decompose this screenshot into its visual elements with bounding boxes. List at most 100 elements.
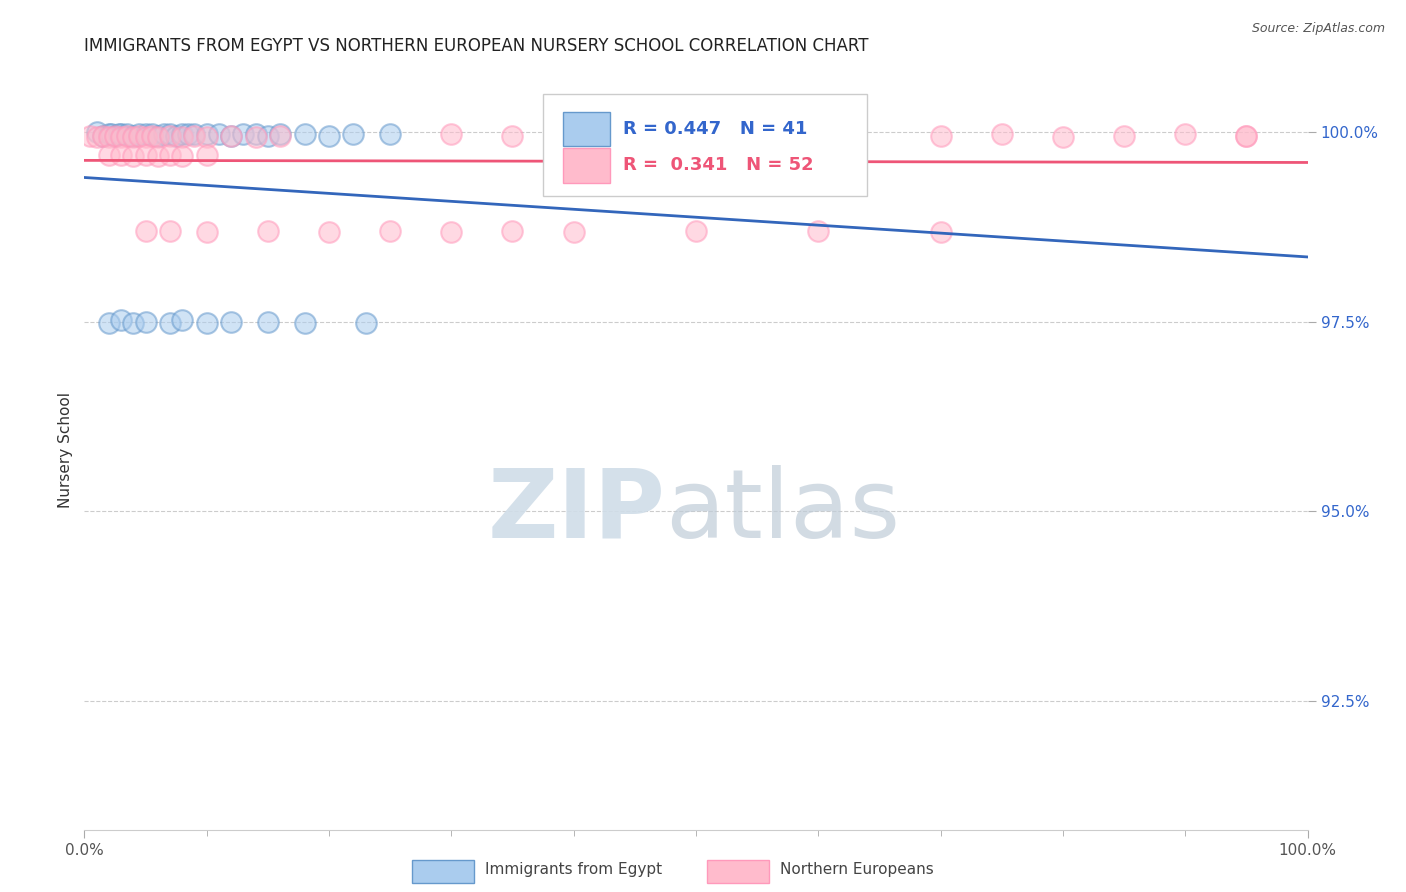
FancyBboxPatch shape (562, 112, 610, 146)
Point (502, 128, 524, 143)
Point (269, 128, 291, 142)
Point (195, 225, 218, 239)
Point (135, 128, 157, 142)
Point (929, 225, 952, 239)
Point (219, 315, 242, 329)
Point (122, 149, 145, 163)
Point (177, 127, 200, 141)
Point (128, 127, 150, 141)
Point (380, 127, 402, 141)
Point (502, 224, 524, 238)
Point (172, 149, 194, 163)
Point (110, 148, 132, 162)
Point (97, 127, 120, 141)
Point (97, 316, 120, 330)
Point (91, 128, 114, 143)
Point (624, 127, 647, 141)
Point (97, 148, 120, 162)
FancyBboxPatch shape (562, 148, 610, 183)
Point (159, 148, 181, 162)
Point (294, 127, 316, 141)
Point (195, 316, 218, 330)
Point (146, 130, 169, 145)
Point (342, 128, 364, 142)
Point (929, 128, 952, 143)
Point (440, 127, 463, 141)
Point (146, 128, 169, 143)
Point (110, 128, 132, 142)
Point (100, 128, 122, 142)
Point (257, 128, 280, 143)
FancyBboxPatch shape (543, 95, 868, 196)
Point (135, 130, 157, 145)
Point (807, 224, 830, 238)
Point (195, 130, 218, 145)
Point (172, 313, 194, 327)
Point (141, 128, 163, 143)
Point (1114, 128, 1136, 143)
Text: IMMIGRANTS FROM EGYPT VS NORTHERN EUROPEAN NURSERY SCHOOL CORRELATION CHART: IMMIGRANTS FROM EGYPT VS NORTHERN EUROPE… (84, 37, 869, 54)
Point (354, 316, 377, 330)
Point (562, 225, 585, 239)
Point (1236, 128, 1258, 143)
Text: Northern Europeans: Northern Europeans (780, 863, 934, 877)
Point (86, 130, 108, 145)
Point (135, 148, 157, 162)
Point (115, 127, 138, 141)
Point (245, 128, 267, 142)
Point (153, 128, 176, 142)
Point (318, 128, 340, 143)
Point (159, 127, 181, 141)
Point (172, 130, 194, 145)
Text: Source: ZipAtlas.com: Source: ZipAtlas.com (1251, 22, 1385, 36)
Point (257, 224, 280, 238)
Point (1236, 128, 1258, 143)
Point (195, 148, 218, 162)
Point (86, 125, 108, 139)
Point (685, 224, 707, 238)
Point (257, 315, 280, 329)
Text: R = 0.447   N = 41: R = 0.447 N = 41 (623, 120, 807, 138)
Point (97, 130, 120, 145)
Point (104, 128, 127, 143)
Point (183, 128, 205, 143)
Text: atlas: atlas (665, 465, 900, 558)
Text: Immigrants from Egypt: Immigrants from Egypt (485, 863, 662, 877)
Point (146, 149, 169, 163)
Point (685, 128, 707, 143)
Point (208, 128, 231, 142)
Point (159, 224, 181, 238)
Point (128, 128, 150, 143)
Point (107, 127, 129, 141)
Point (79, 128, 101, 143)
Point (991, 127, 1014, 141)
Point (159, 316, 181, 330)
Text: R =  0.341   N = 52: R = 0.341 N = 52 (623, 156, 813, 174)
Point (1052, 130, 1074, 145)
Point (110, 130, 132, 145)
Point (110, 313, 132, 327)
Point (562, 130, 585, 145)
Point (115, 128, 138, 143)
Point (294, 316, 316, 330)
Point (269, 128, 291, 143)
Point (122, 130, 145, 145)
Point (380, 224, 402, 238)
Text: ZIP: ZIP (488, 465, 665, 558)
Point (122, 316, 145, 330)
Point (219, 128, 242, 143)
Point (219, 128, 242, 143)
Point (141, 127, 163, 141)
Point (165, 128, 187, 143)
Point (440, 225, 463, 239)
Point (104, 128, 127, 143)
Point (232, 127, 254, 141)
Point (172, 128, 194, 142)
Y-axis label: Nursery School: Nursery School (58, 392, 73, 508)
Point (91, 128, 114, 143)
Point (195, 127, 218, 141)
Point (245, 130, 267, 145)
Point (183, 128, 205, 142)
Point (135, 315, 157, 329)
Point (135, 224, 157, 238)
